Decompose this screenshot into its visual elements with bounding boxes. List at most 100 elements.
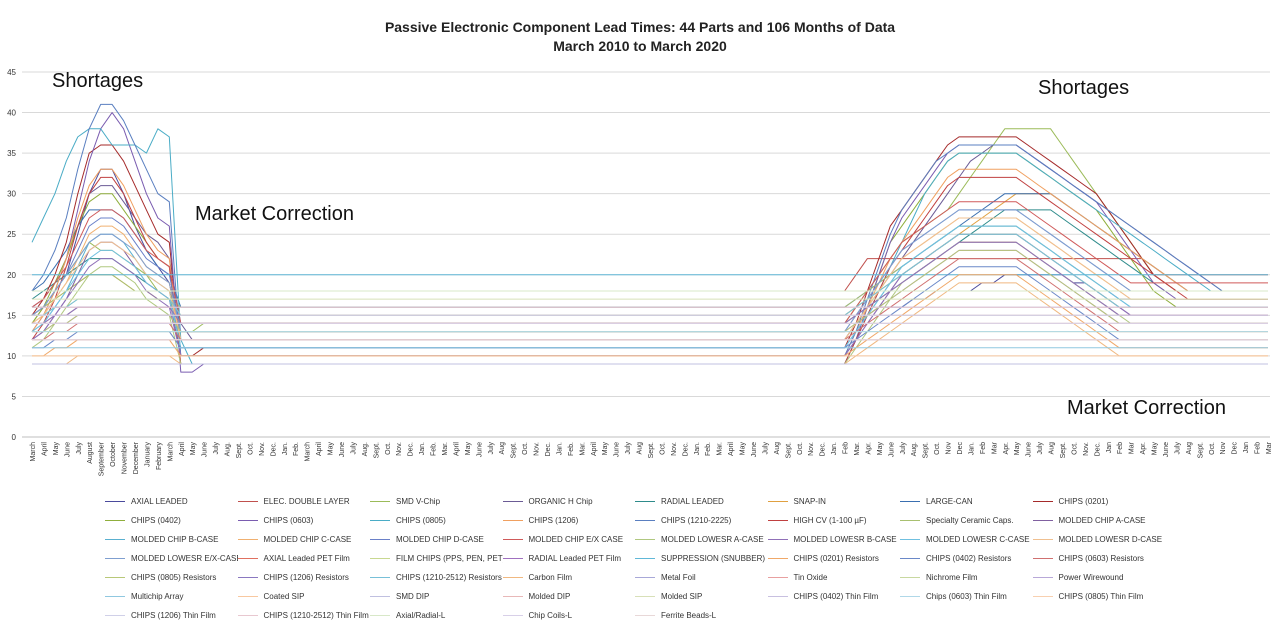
legend-item: AXIAL Leaded PET Film [237, 551, 371, 566]
legend-label: CHIPS (1210-2512) Resistors [396, 573, 502, 582]
legend-item: CHIPS (0201) [1032, 494, 1166, 509]
legend-swatch [900, 520, 920, 521]
legend-item: Chips (0603) Thin Film [900, 589, 1033, 604]
x-tick-label: March [167, 442, 174, 462]
chart-title-line2: March 2010 to March 2020 [553, 38, 727, 54]
legend-label: SNAP-IN [793, 497, 826, 506]
legend-item: Coated SIP [237, 589, 371, 604]
x-tick-label: Apr. [865, 442, 872, 455]
x-tick-label: Nov. [1083, 442, 1090, 456]
legend-item: CHIPS (0402) Resistors [900, 551, 1033, 566]
legend-label: AXIAL Leaded PET Film [263, 554, 350, 563]
legend-item: RADIAL LEADED [635, 494, 768, 509]
legend-item: Ferrite Beads-L [635, 608, 768, 623]
legend-item: MOLDED CHIP A-CASE [1032, 513, 1166, 528]
x-tick-label: Mar. [717, 442, 724, 456]
legend-swatch [767, 539, 788, 540]
legend-label: AXIAL LEADED [131, 497, 188, 506]
legend-label: Specialty Ceramic Caps. [926, 516, 1014, 525]
legend-swatch [502, 520, 523, 521]
chart-title: Passive Electronic Component Lead Times:… [0, 18, 1280, 56]
x-tick-label: Nov. [396, 442, 403, 456]
legend-swatch [370, 558, 390, 559]
series-lines [31, 103, 1268, 373]
y-tick-label: 25 [7, 230, 16, 239]
legend-item: CHIPS (0201) Resistors [767, 551, 901, 566]
series-line-4 [31, 209, 1268, 324]
legend-label: CHIPS (0603) [263, 516, 314, 525]
legend-swatch [1032, 539, 1053, 540]
x-tick-label: May [328, 442, 335, 456]
x-tick-label: Mar. [854, 442, 861, 456]
legend-item: Nichrome Film [900, 570, 1033, 585]
legend-label: CHIPS (0603) Resistors [1058, 554, 1144, 563]
y-tick-label: 15 [7, 311, 16, 320]
legend-item: SMD V-Chip [370, 494, 503, 509]
x-tick-label: Aug. [911, 442, 918, 456]
legend-swatch [767, 501, 788, 502]
x-tick-label: Jan [1243, 442, 1250, 453]
legend-label: MOLDED CHIP B-CASE [131, 535, 219, 544]
x-tick-label: Apr. [1140, 442, 1147, 455]
y-tick-label: 45 [7, 68, 16, 77]
x-tick-label: October [110, 441, 117, 467]
x-tick-label: April [316, 442, 323, 456]
legend-item: HIGH CV (1-100 µF) [767, 513, 901, 528]
x-tick-label: March [30, 442, 37, 462]
legend-item: MOLDED LOWESR D-CASE [1032, 532, 1166, 547]
x-tick-label: July [1174, 442, 1181, 455]
legend-item: CHIPS (0805) Resistors [105, 570, 238, 585]
legend-swatch [635, 501, 655, 502]
legend-label: HIGH CV (1-100 µF) [793, 516, 867, 525]
series-line-20 [31, 241, 1268, 365]
chart-title-line1: Passive Electronic Component Lead Times:… [384, 19, 896, 35]
legend-item: MOLDED LOWESR B-CASE [767, 532, 901, 547]
x-tick-label: Feb [843, 442, 850, 454]
x-tick-label: Sept. [373, 442, 380, 458]
x-tick-label: Aug [1186, 442, 1193, 455]
legend-label: RADIAL LEADED [661, 497, 724, 506]
y-tick-label: 0 [12, 433, 17, 442]
legend-item: CHIPS (1210-2512) Resistors [370, 570, 503, 585]
legend-label: CHIPS (0805) [396, 516, 446, 525]
legend-item: ORGANIC H Chip [502, 494, 636, 509]
x-tick-label: June [888, 442, 895, 457]
legend-label: LARGE-CAN [926, 497, 973, 506]
x-tick-label: June [476, 442, 483, 457]
legend-label: MOLDED LOWESR B-CASE [793, 535, 897, 544]
legend-item: MOLDED LOWESR A-CASE [635, 532, 768, 547]
legend-swatch [900, 577, 920, 578]
legend-label: FILM CHIPS (PPS, PEN, PET) [396, 554, 503, 563]
x-tick-label: July [900, 442, 907, 455]
x-tick-label: Aug. [225, 442, 232, 456]
x-tick-label: Nov. [259, 442, 266, 456]
x-tick-label: April [453, 442, 460, 456]
x-tick-label: Oct. [1209, 442, 1216, 455]
x-tick-label: Nov [946, 442, 953, 455]
legend-swatch [105, 520, 125, 521]
legend-swatch [635, 539, 655, 540]
legend-item: SMD DIP [370, 589, 503, 604]
x-tick-label: May [740, 442, 747, 456]
legend-item: LARGE-CAN [900, 494, 1033, 509]
x-tick-label: Feb. [568, 442, 575, 456]
x-tick-label: July [350, 442, 357, 455]
legend-swatch [370, 577, 390, 578]
x-tick-label: May [602, 442, 609, 456]
series-line-15 [31, 233, 1268, 357]
legend-label: CHIPS (0402) Resistors [926, 554, 1012, 563]
legend-swatch [767, 596, 788, 597]
legend-swatch [502, 615, 523, 616]
legend-label: Chips (0603) Thin Film [926, 592, 1007, 601]
x-tick-label: Mar. [579, 442, 586, 456]
x-tick-label: May [465, 442, 472, 456]
legend-label: Power Wirewound [1058, 573, 1124, 582]
legend-swatch [502, 501, 523, 502]
annotation-shortages-left: Shortages [52, 70, 144, 92]
x-tick-label: April [728, 442, 735, 456]
legend-swatch [370, 501, 390, 502]
legend-label: CHIPS (0201) [1058, 497, 1109, 506]
legend-swatch [502, 596, 523, 597]
legend-item: CHIPS (1206) Resistors [237, 570, 371, 585]
x-tick-label: August [87, 442, 94, 464]
